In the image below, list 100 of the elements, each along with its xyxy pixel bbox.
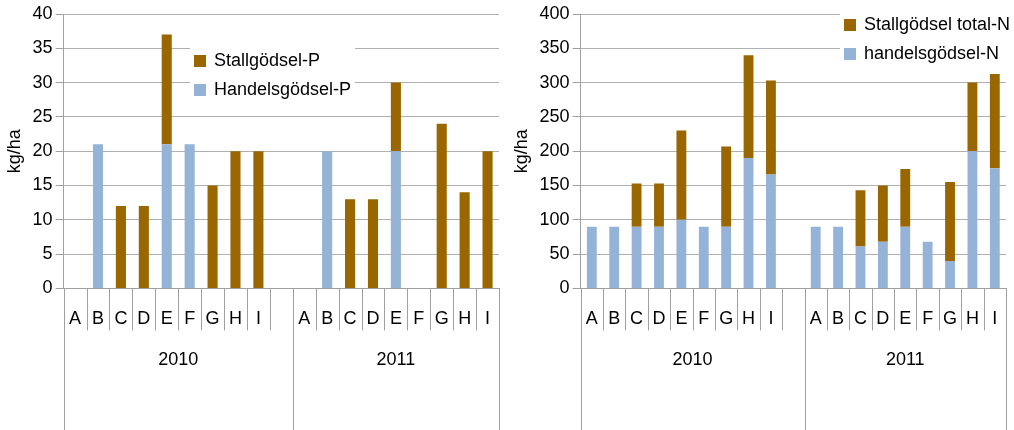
x-tick-label: A xyxy=(585,308,598,329)
y-axis-title: kg/ha xyxy=(510,128,531,174)
bar xyxy=(390,82,401,152)
y-tick-label: 35 xyxy=(32,37,53,58)
bar xyxy=(855,246,866,288)
x-tick-label: A xyxy=(809,308,822,329)
bar xyxy=(900,169,911,227)
y-tick-label: 150 xyxy=(539,174,570,195)
bar xyxy=(721,146,732,227)
text: 2011 xyxy=(376,349,416,370)
x-tick-label: H xyxy=(228,308,242,329)
bar xyxy=(967,82,978,152)
bar xyxy=(586,226,597,288)
x-tick-label: C xyxy=(630,308,644,329)
bar xyxy=(138,206,149,288)
bar xyxy=(766,80,776,175)
bar xyxy=(115,206,126,288)
x-tick-label: F xyxy=(184,308,196,329)
text: 2010 xyxy=(158,349,199,370)
x-tick-label: C xyxy=(343,308,357,329)
bar xyxy=(945,182,955,261)
x-tick-label: A xyxy=(69,308,82,329)
bar xyxy=(967,151,978,288)
bar xyxy=(743,55,754,159)
x-tick-label: I xyxy=(768,308,774,329)
x-tick-label: D xyxy=(876,308,890,329)
y-tick-label: 30 xyxy=(32,71,53,92)
bar xyxy=(810,226,821,288)
y-tick-label: 100 xyxy=(539,208,570,229)
bar xyxy=(676,219,687,288)
bar xyxy=(698,226,709,288)
bar xyxy=(743,158,754,288)
bar xyxy=(833,226,844,288)
bar xyxy=(459,192,470,288)
bar xyxy=(877,185,888,242)
bar xyxy=(390,151,401,288)
bar xyxy=(676,130,687,220)
bar xyxy=(161,144,172,288)
x-tick-label: I xyxy=(255,308,261,329)
x-tick-label: G xyxy=(205,308,220,329)
y-tick-label: 50 xyxy=(549,243,570,264)
bar xyxy=(900,226,911,288)
x-tick-label: I xyxy=(992,308,998,329)
x-tick-label: I xyxy=(485,308,491,329)
legend-label: Stallgödsel total-N xyxy=(863,14,1010,35)
y-tick-label: 250 xyxy=(539,105,570,126)
bar xyxy=(654,183,664,227)
x-tick-label: E xyxy=(675,308,688,329)
x-tick-label: B xyxy=(321,308,334,329)
bar xyxy=(631,183,642,227)
legend-label: Handelsgödsel-P xyxy=(214,79,352,100)
y-tick-label: 400 xyxy=(539,2,570,23)
y-tick-label: 0 xyxy=(42,277,53,298)
bar xyxy=(989,72,1000,169)
bar xyxy=(345,199,356,288)
bar xyxy=(945,260,955,288)
bar xyxy=(253,151,264,288)
legend-label: handelsgödsel-N xyxy=(863,43,1000,64)
x-tick-label: C xyxy=(114,308,128,329)
x-tick-label: H xyxy=(458,308,472,329)
x-tick-label: F xyxy=(413,308,425,329)
y-axis-title: kg/ha xyxy=(3,128,24,174)
x-tick-label: D xyxy=(366,308,380,329)
x-tick-label: H xyxy=(742,308,756,329)
x-tick-label: D xyxy=(137,308,151,329)
x-tick-label: C xyxy=(853,308,867,329)
bar xyxy=(184,144,195,288)
bar xyxy=(766,174,776,288)
bar xyxy=(161,34,172,145)
y-tick-label: 10 xyxy=(32,208,53,229)
x-tick-label: B xyxy=(832,308,845,329)
x-tick-label: D xyxy=(652,308,666,329)
y-tick-label: 350 xyxy=(539,37,570,58)
bar xyxy=(922,241,933,288)
x-tick-label: H xyxy=(965,308,979,329)
bar xyxy=(855,190,866,247)
x-tick-label: F xyxy=(698,308,710,329)
bar xyxy=(367,199,379,288)
bar xyxy=(482,151,493,288)
x-tick-label: G xyxy=(719,308,734,329)
bar xyxy=(989,168,1000,288)
bar xyxy=(654,226,664,288)
y-tick-label: 15 xyxy=(32,174,53,195)
x-tick-label: E xyxy=(389,308,402,329)
x-tick-label: G xyxy=(943,308,958,329)
bar xyxy=(322,151,333,288)
bar xyxy=(609,226,620,288)
y-tick-label: 25 xyxy=(32,105,53,126)
x-tick-label: B xyxy=(608,308,621,329)
y-tick-label: 300 xyxy=(539,71,570,92)
bar xyxy=(631,226,642,288)
y-tick-label: 20 xyxy=(32,140,53,161)
x-tick-label: B xyxy=(91,308,104,329)
text: 2010 xyxy=(672,349,713,370)
y-tick-label: 5 xyxy=(42,243,53,264)
legend-label: Stallgödsel-P xyxy=(214,50,321,71)
y-tick-label: 0 xyxy=(559,277,570,298)
x-tick-label: E xyxy=(160,308,173,329)
bar xyxy=(436,123,447,288)
x-tick-label: A xyxy=(298,308,311,329)
